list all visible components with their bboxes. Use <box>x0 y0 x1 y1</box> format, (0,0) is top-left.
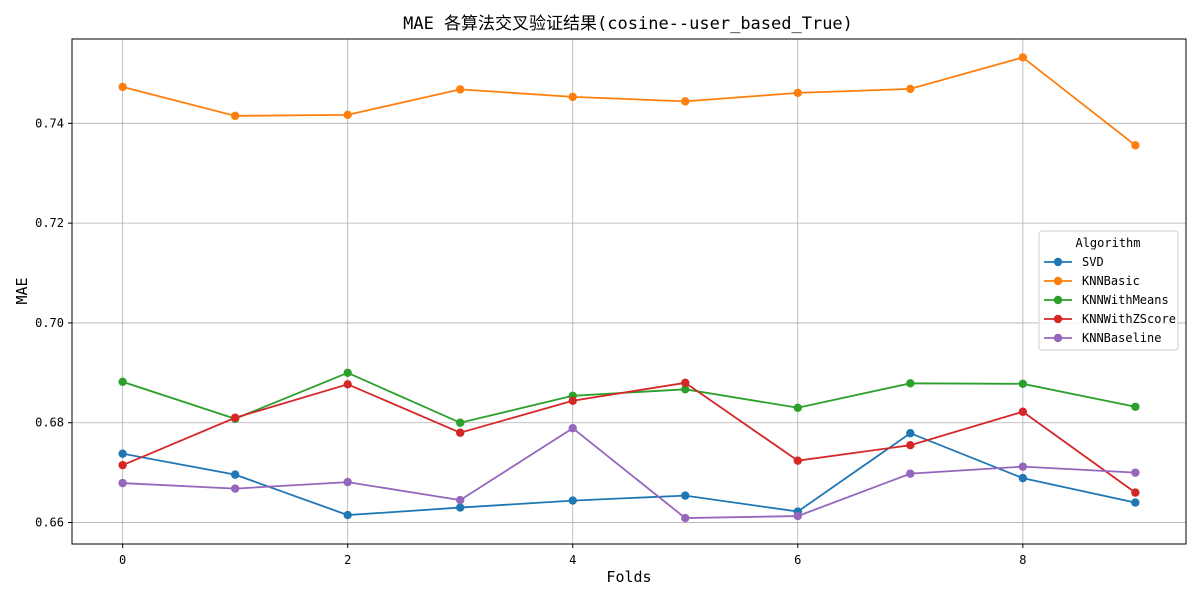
data-point <box>118 460 127 470</box>
data-point <box>1131 141 1140 150</box>
x-tick-label: 2 <box>344 553 351 567</box>
data-point <box>118 377 127 387</box>
data-point <box>230 484 240 493</box>
data-point <box>118 449 127 458</box>
legend-marker <box>1053 276 1063 286</box>
legend-title: Algorithm <box>1075 236 1140 250</box>
data-point <box>568 92 577 102</box>
series-line <box>122 56 1136 146</box>
x-tick-label: 6 <box>794 553 801 567</box>
data-point <box>230 111 240 121</box>
y-tick-label: 0.66 <box>35 516 64 530</box>
legend-marker <box>1053 257 1063 267</box>
legend-box <box>1038 230 1179 351</box>
plot-area-frame <box>71 38 1187 545</box>
legend-label: KNNBasic <box>1082 274 1140 288</box>
data-point <box>343 110 352 120</box>
x-tick-label: 0 <box>119 553 126 567</box>
legend-label: KNNWithMeans <box>1082 293 1169 307</box>
legend-label: KNNWithZScore <box>1082 312 1176 326</box>
legend-entry: SVD <box>1044 255 1104 269</box>
data-point <box>568 424 577 433</box>
y-axis-label: MAE <box>13 277 31 304</box>
y-tick-label: 0.68 <box>35 416 64 430</box>
data-point <box>906 469 915 478</box>
data-point <box>681 513 690 523</box>
x-tick-label: 8 <box>1019 553 1026 567</box>
series-knnwithzscore <box>118 378 1140 497</box>
x-tick-label: 4 <box>569 553 576 567</box>
grid-lines <box>72 39 1186 544</box>
legend-marker <box>1053 314 1063 324</box>
data-point <box>343 380 352 389</box>
data-point <box>343 477 352 487</box>
data-point <box>568 496 577 505</box>
series-knnbasic <box>118 53 1140 150</box>
data-point <box>1018 379 1028 389</box>
y-tick-label: 0.70 <box>35 316 64 330</box>
data-point <box>906 440 915 450</box>
legend-label: KNNBaseline <box>1082 331 1161 345</box>
data-point <box>343 510 352 520</box>
legend-entries: SVD KNNBasic KNNWithMeans KNNWithZScore KNNB… <box>1044 255 1176 345</box>
data-point <box>456 418 465 427</box>
data-point <box>456 503 465 512</box>
data-point <box>230 470 240 479</box>
data-point <box>1131 468 1140 477</box>
series-line <box>122 432 1136 516</box>
series-line <box>122 427 1136 519</box>
legend-entry: KNNBaseline <box>1044 331 1161 345</box>
data-point <box>681 378 690 388</box>
legend-marker <box>1053 333 1063 343</box>
data-point <box>1131 498 1140 507</box>
data-point <box>456 495 465 505</box>
data-point <box>906 429 915 438</box>
data-point <box>1018 407 1028 416</box>
x-axis-ticks: 0 2 4 6 8 <box>119 544 1026 567</box>
legend-entry: KNNWithMeans <box>1044 293 1169 307</box>
series-knnbaseline <box>118 424 1140 523</box>
legend-entry: KNNBasic <box>1044 274 1140 288</box>
data-point <box>681 491 690 500</box>
data-point <box>230 413 240 422</box>
legend-entry: KNNWithZScore <box>1044 312 1176 326</box>
legend: Algorithm SVD KNNBasic KNNWithMeans KNNWith… <box>1038 230 1179 351</box>
data-point <box>1018 462 1028 471</box>
data-point <box>906 379 915 388</box>
data-point <box>906 84 915 94</box>
data-point <box>343 368 352 378</box>
y-axis-ticks: 0.66 0.68 0.70 0.72 0.74 <box>35 116 72 530</box>
data-point <box>793 88 802 98</box>
series-line <box>122 381 1136 494</box>
data-point <box>118 478 127 488</box>
series-knnwithmeans <box>118 368 1140 427</box>
x-axis-label: Folds <box>606 568 651 586</box>
y-tick-label: 0.74 <box>35 116 64 130</box>
data-point <box>456 85 465 94</box>
data-point <box>568 396 577 405</box>
data-point <box>456 428 465 437</box>
data-point <box>1018 53 1028 62</box>
series-line <box>122 371 1136 424</box>
data-point <box>1018 473 1028 483</box>
data-point <box>1131 402 1140 411</box>
data-point <box>793 403 802 412</box>
series-svd <box>118 429 1140 520</box>
data-point <box>1131 488 1140 497</box>
data-point <box>118 82 127 92</box>
legend-label: SVD <box>1082 255 1104 269</box>
data-point <box>681 385 690 394</box>
chart-title: MAE 各算法交叉验证结果(cosine--user_based_True) <box>403 14 853 34</box>
data-point <box>681 97 690 106</box>
legend-marker <box>1053 295 1063 305</box>
data-point <box>793 511 802 521</box>
data-point <box>793 456 802 465</box>
series-layer <box>118 53 1140 523</box>
y-tick-label: 0.72 <box>35 216 64 230</box>
